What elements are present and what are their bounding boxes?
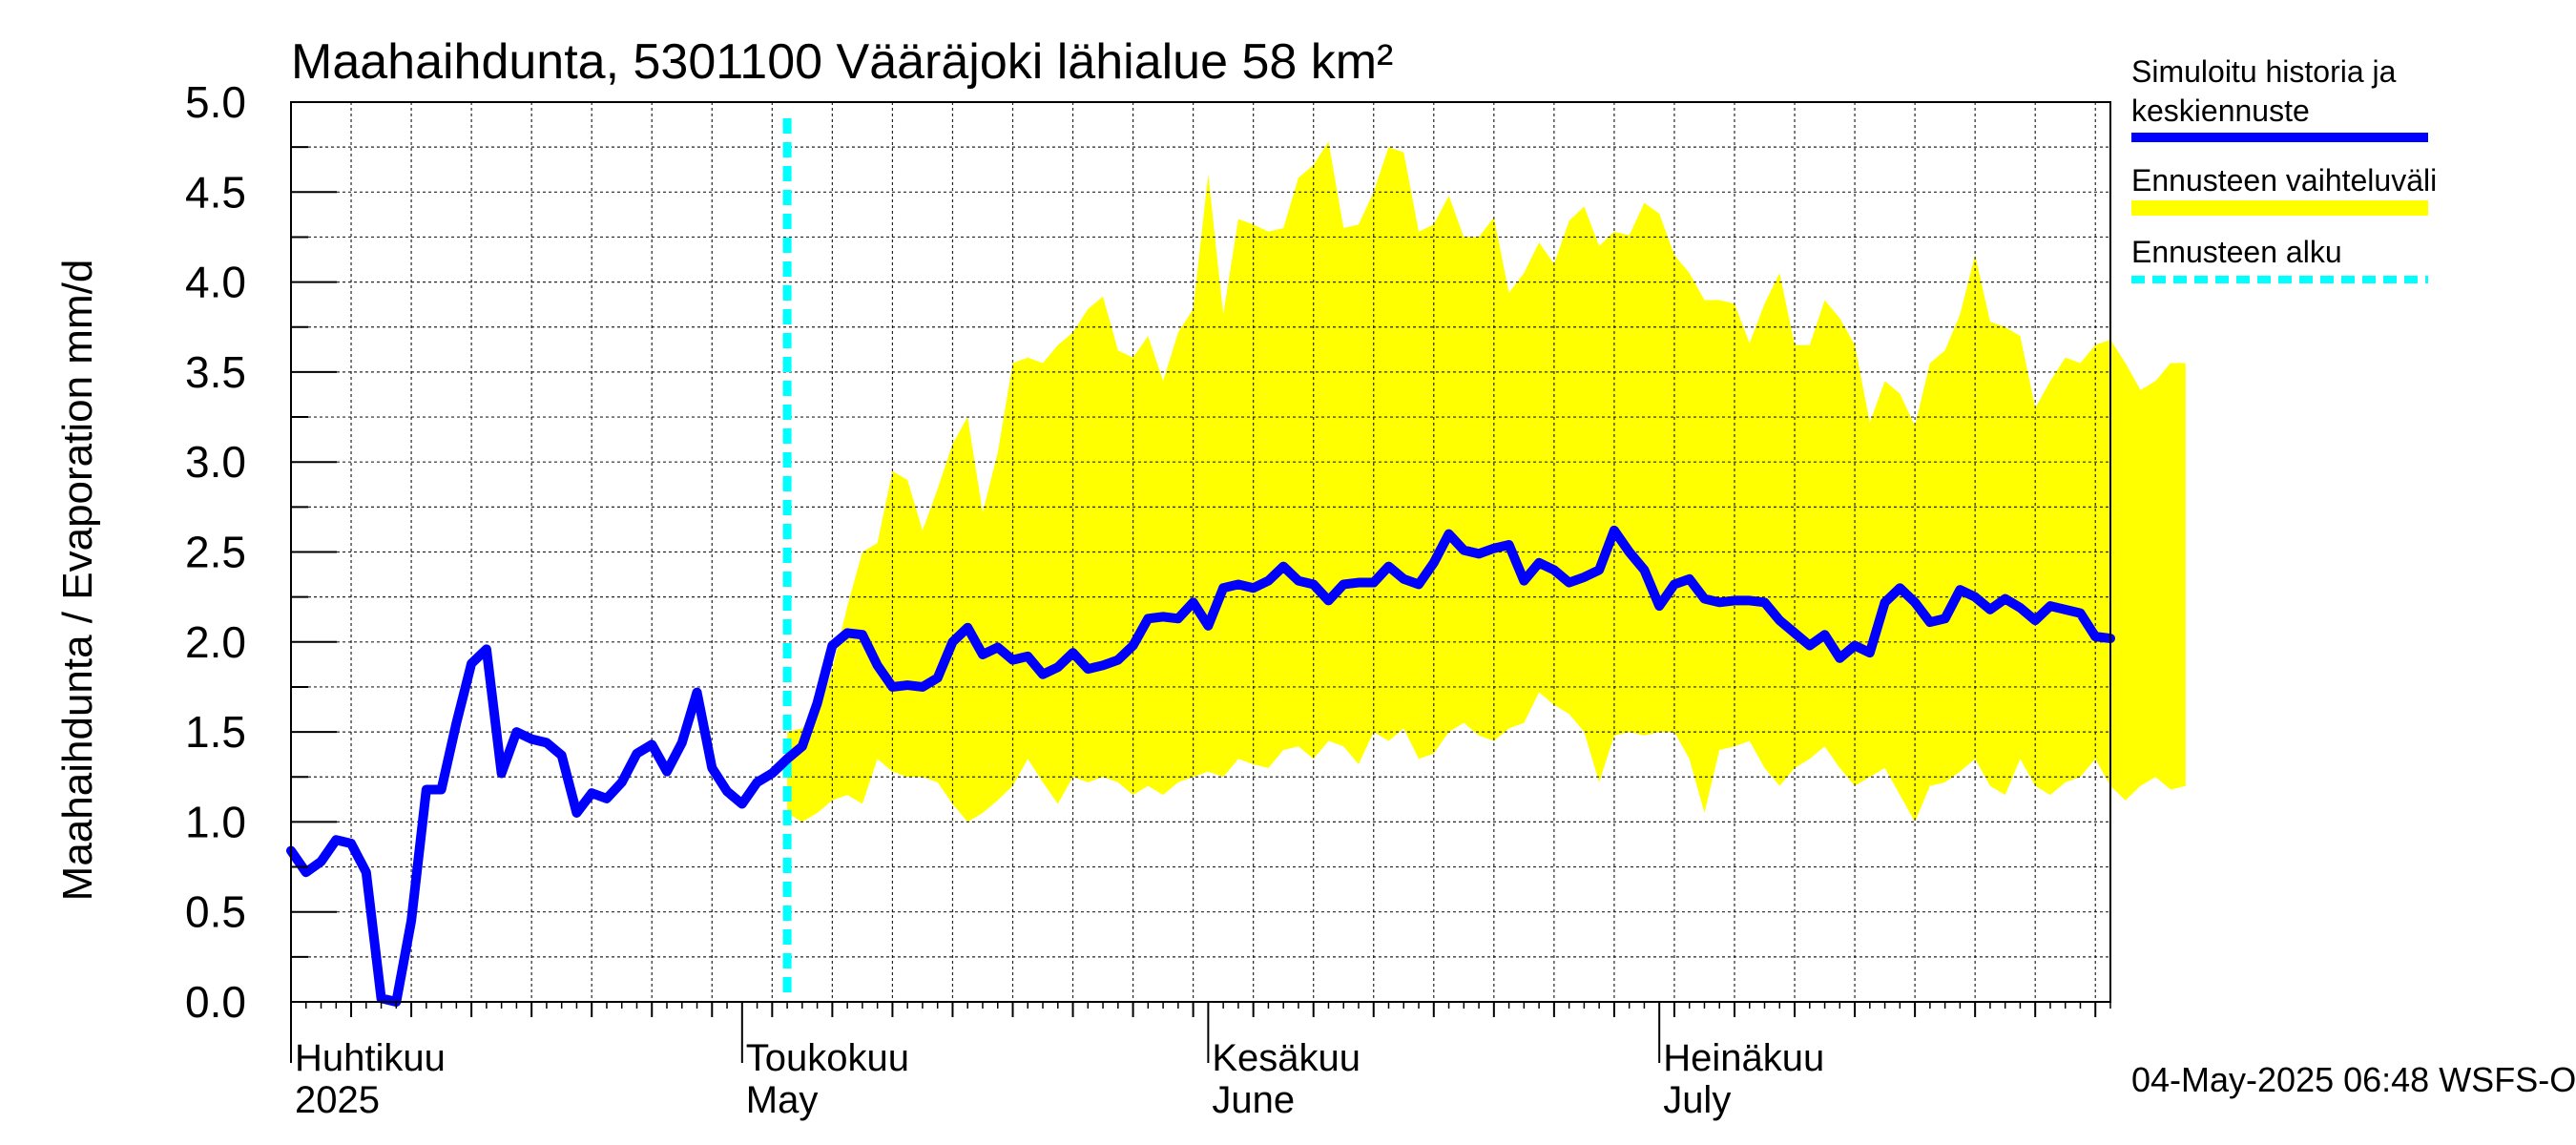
- x-month-label-en: June: [1212, 1079, 1295, 1121]
- y-tick-label: 4.5: [185, 167, 246, 217]
- y-tick-label: 4.0: [185, 258, 246, 307]
- x-month-label-en: May: [746, 1079, 819, 1121]
- y-tick-label: 1.5: [185, 707, 246, 757]
- y-tick-label: 2.0: [185, 617, 246, 667]
- chart-title: Maahaihdunta, 5301100 Vääräjoki lähialue…: [291, 34, 1393, 90]
- y-tick-label: 3.0: [185, 437, 246, 487]
- x-month-label-fi: Toukokuu: [746, 1037, 909, 1079]
- x-month-label-fi: Kesäkuu: [1212, 1037, 1361, 1079]
- legend-label-range: Ennusteen vaihteluväli: [2131, 163, 2437, 198]
- footer-timestamp: 04-May-2025 06:48 WSFS-O: [2131, 1060, 2576, 1099]
- x-month-label-fi: Heinäkuu: [1663, 1037, 1824, 1079]
- x-month-label-fi: Huhtikuu: [295, 1037, 446, 1079]
- x-month-label-en: 2025: [295, 1079, 380, 1121]
- legend-label-forecast-start: Ennusteen alku: [2131, 235, 2342, 269]
- y-tick-label: 1.0: [185, 797, 246, 846]
- x-month-label-en: July: [1663, 1079, 1731, 1121]
- y-tick-label: 0.5: [185, 887, 246, 937]
- y-tick-label: 3.5: [185, 347, 246, 397]
- y-tick-label: 5.0: [185, 77, 246, 127]
- y-tick-label: 2.5: [185, 528, 246, 577]
- forecast-range-band: [787, 141, 2186, 822]
- series-line-history-forecast: [286, 525, 2115, 1007]
- y-axis-label: Maahaihdunta / Evaporation mm/d: [54, 260, 101, 902]
- legend-label-history: Simuloitu historia ja keskiennuste: [2131, 54, 2404, 128]
- y-tick-label: 0.0: [185, 977, 246, 1027]
